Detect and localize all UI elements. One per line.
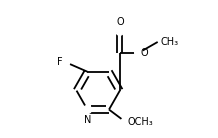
- Circle shape: [135, 49, 143, 57]
- Text: F: F: [57, 57, 63, 67]
- Text: CH₃: CH₃: [160, 37, 179, 47]
- Circle shape: [62, 58, 70, 66]
- Circle shape: [83, 106, 91, 114]
- Text: O: O: [140, 48, 148, 58]
- Text: O: O: [116, 17, 124, 27]
- Text: OCH₃: OCH₃: [128, 117, 154, 127]
- Circle shape: [121, 118, 129, 126]
- Circle shape: [116, 27, 124, 35]
- Text: N: N: [84, 115, 91, 125]
